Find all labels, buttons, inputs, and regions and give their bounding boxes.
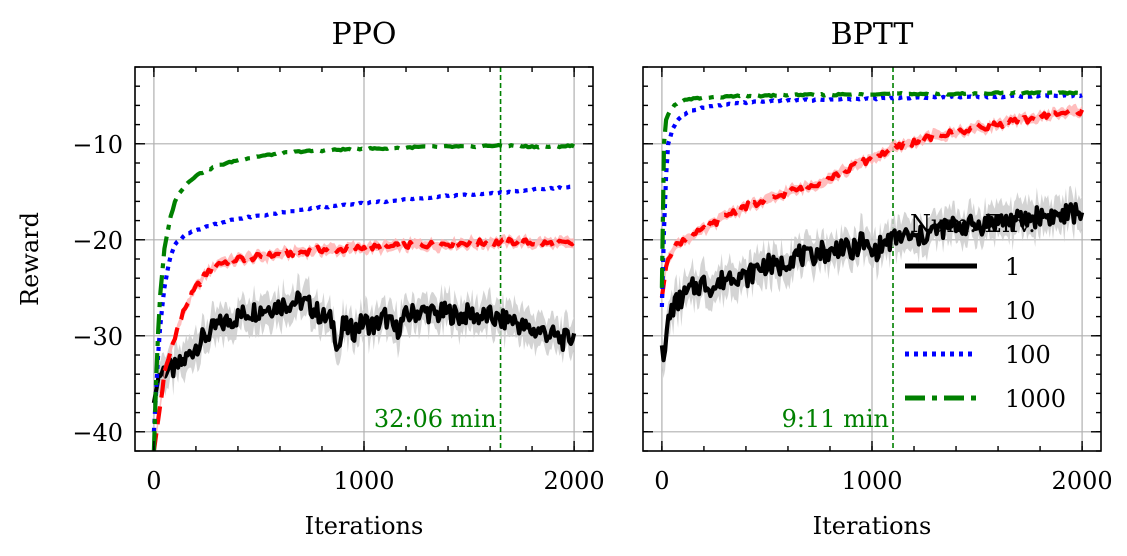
y-tick-label: −20 [72,227,123,255]
series-line-10 [151,236,576,451]
x-tick-label: 1000 [333,467,394,495]
y-tick-label: −10 [72,131,123,159]
y-tick-label: −30 [72,323,123,351]
panel-title: PPO [332,17,397,52]
series-band-1 [661,185,1083,379]
legend: Num. Env. 1 10 100 1000 [905,210,1066,413]
time-annotation: 9:11 min [782,405,889,433]
series-line-1000 [151,142,576,451]
time-annotation: 32:06 min [374,405,497,433]
y-tick-label: −40 [72,419,123,447]
x-tick-label: 1000 [841,467,902,495]
series-line-1000 [659,90,1083,288]
series-line-10 [659,108,1085,298]
series-group [659,90,1085,379]
x-axis-label: Iterations [813,512,932,540]
legend-label: 1 [1005,253,1020,281]
series-line-100 [659,93,1083,308]
panel-title: BPTT [831,17,914,52]
legend-label: 100 [1005,341,1051,369]
x-axis-label: Iterations [305,512,424,540]
x-tick-label: 0 [146,467,161,495]
series-line-1 [659,202,1085,363]
x-tick-label: 0 [654,467,669,495]
x-tick-label: 2000 [1052,467,1113,495]
y-axis-label: Reward [16,212,44,306]
bptt-panel: 0 1000 2000 BPTT Iterations 9:11 min Num. Env.… [642,17,1113,540]
x-tick-label: 2000 [544,467,605,495]
legend-label: 10 [1005,297,1036,325]
series-line-1 [151,290,577,404]
legend-label: 1000 [1005,385,1066,413]
series-line-100 [151,184,575,432]
ppo-panel: 0 1000 2000 −40 −30 −20 −10 PPO Iterations Reward… [16,17,605,540]
legend-title: Num. Env. [910,210,1036,238]
series-group [151,142,577,451]
